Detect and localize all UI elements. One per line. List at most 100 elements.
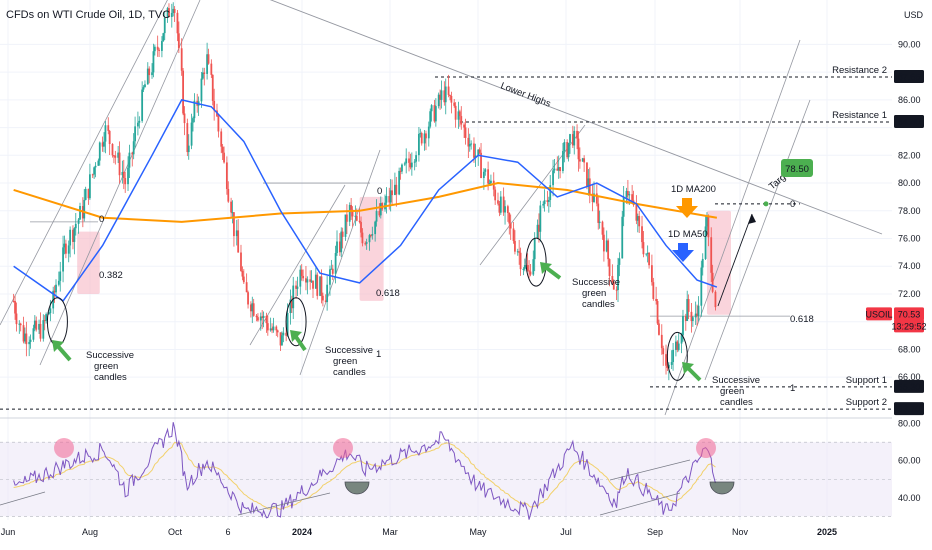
rsi-trough-marker [344,481,370,495]
candle-body [528,270,530,272]
candle-body [35,320,38,330]
candle-body [706,216,708,227]
candle-body [463,124,465,128]
candle-body [206,54,209,74]
candle-body [581,158,584,162]
price-label-text: 65.30 [898,382,921,392]
candle-body [704,226,707,259]
price-label-box [894,379,924,393]
green-candles-circle [285,297,307,347]
candle-body [430,105,433,112]
price-label-text: 63.70 [898,404,921,414]
rsi-tick-label: 60.00 [898,456,921,466]
candle-body [255,315,258,318]
candle-body [615,289,618,291]
candle-body [547,200,550,202]
candle-body [502,196,505,213]
candle-body [77,219,80,224]
candle-body [418,133,420,156]
candle-body [454,105,457,120]
candle-body [62,247,64,272]
candle-body [444,86,447,103]
rsi-trendline [237,492,331,516]
price-label-text: 13:29:52 [891,321,926,331]
candle-body [474,155,477,158]
candle-body [305,278,307,283]
candle-body [539,205,542,232]
successive-label-line: Successive [572,277,620,288]
candle-body [251,303,254,312]
candle-body [701,258,704,268]
candle-body [272,326,275,331]
price-label-text: 87.65 [898,72,921,82]
candle-body [368,235,371,243]
candle-body [652,282,655,299]
candle-body [665,354,667,366]
candle-body [132,141,135,155]
candle-body [595,193,598,204]
rsi-tick-label: 40.00 [898,493,921,503]
y-tick-label: 78.00 [898,206,921,216]
candle-body [63,243,66,248]
rsi-peak-marker [696,438,716,458]
ma50-line [13,98,718,302]
candle-body [419,133,422,135]
candle-body [518,251,521,253]
candle-body [69,229,72,246]
candle-body [655,298,658,302]
candle-body [314,274,317,289]
x-tick-label: Aug [82,527,98,537]
candle-body [601,221,604,235]
candle-body [522,268,525,270]
candle-body [53,290,56,293]
price-label-box [894,307,924,321]
candle-body [523,265,526,269]
candle-body [622,197,625,217]
candle-body [28,341,31,345]
candle-body [433,105,436,122]
channel-line [704,99,811,381]
successive-label-line: green [720,386,744,397]
candle-body [19,323,22,326]
candle-body [190,122,193,146]
candle-body [127,167,129,185]
x-tick-label: 2024 [292,527,312,537]
candle-body [533,238,536,260]
candle-body [240,252,242,271]
candle-body [45,314,48,321]
candle-body [279,332,282,346]
candle-body [453,102,456,106]
candle-body [241,270,244,277]
candle-body [183,113,186,124]
level-label: Resistance 1 [832,110,887,121]
candle-body [700,267,703,306]
candle-body [395,184,398,195]
candle-body [210,63,213,75]
candle-body [364,243,367,245]
candle-body [299,269,302,287]
candle-body [625,190,628,198]
candle-body [690,311,693,322]
candle-body [447,86,450,95]
candle-body [457,111,460,120]
price-label-text: USOIL [865,309,892,319]
candle-body [408,158,410,163]
candle-body [118,152,121,176]
candle-body [542,204,545,206]
candle-body [529,271,532,275]
successive-label-line: green [582,288,606,299]
candle-body [91,174,94,176]
candle-body [427,126,430,139]
successive-label-line: candles [94,372,127,383]
candle-body [375,211,378,222]
moving-averages [13,98,718,302]
candle-body [385,196,388,203]
candle-body [648,252,650,266]
rsi-peak-marker [333,438,353,458]
x-tick-label: 2025 [817,527,837,537]
candle-body [562,150,564,172]
candle-body [38,323,40,330]
price-label-text: 70.53 [898,309,921,319]
candle-body [289,299,292,313]
